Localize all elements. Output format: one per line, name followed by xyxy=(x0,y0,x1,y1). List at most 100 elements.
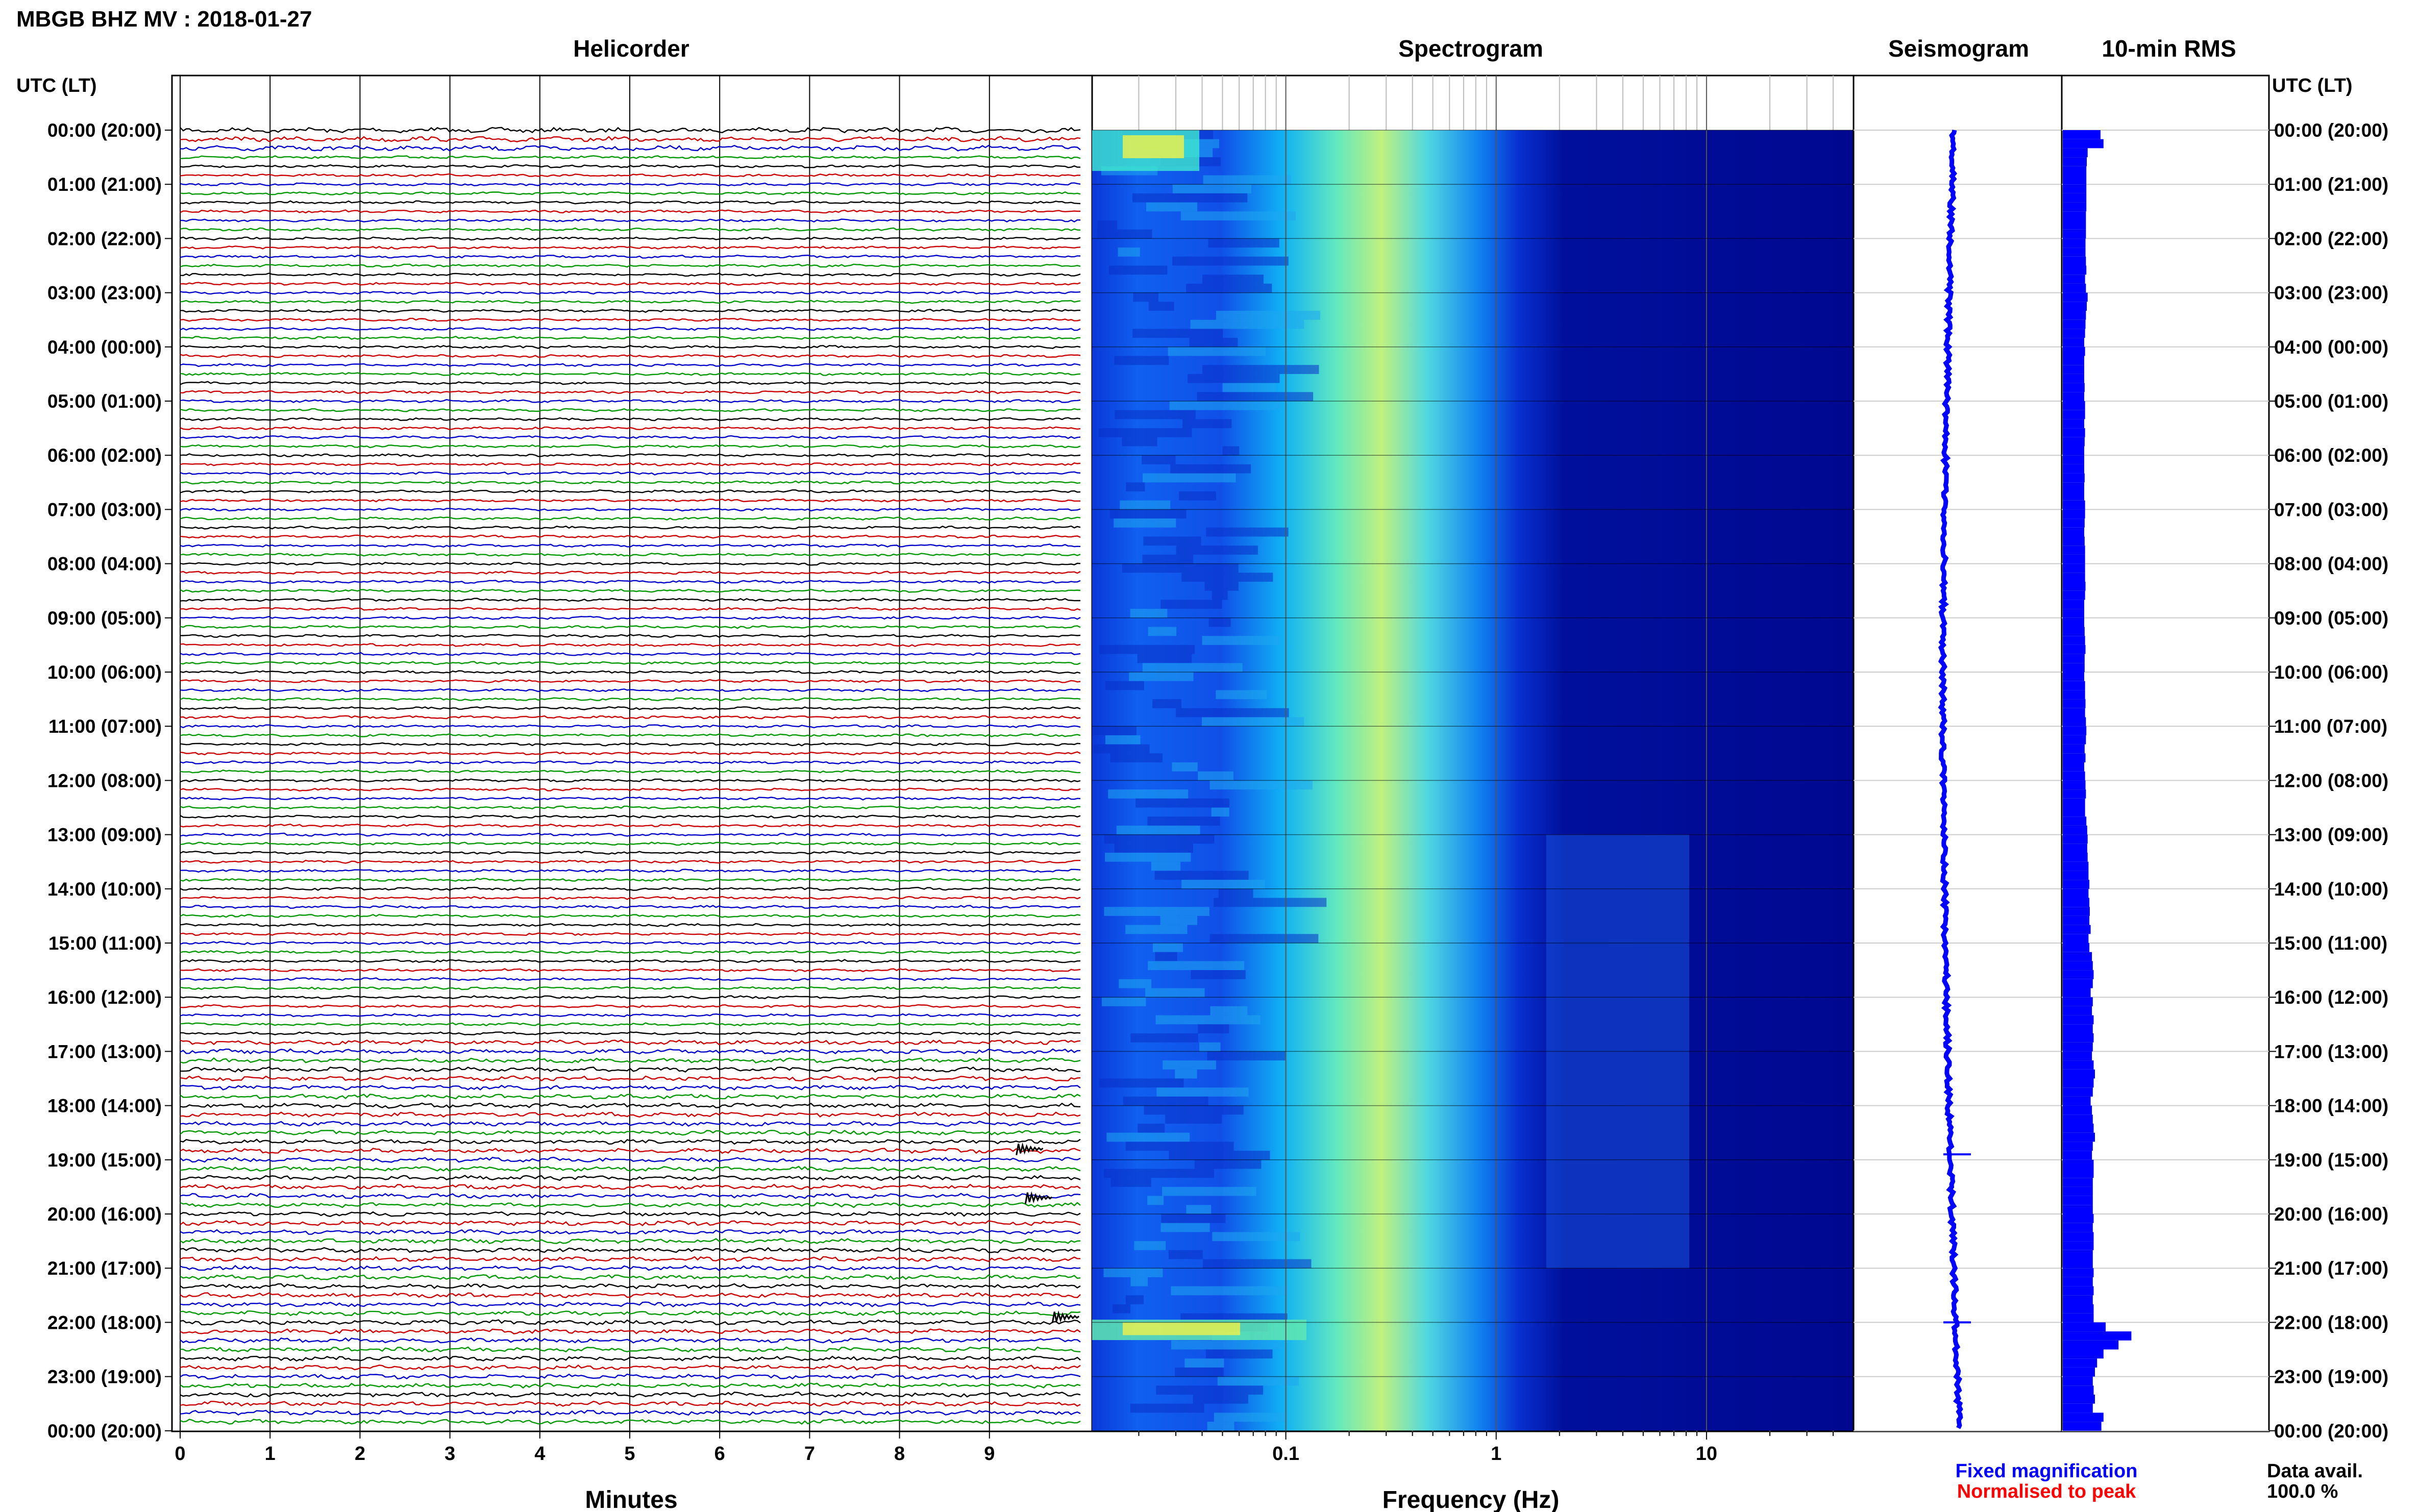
helicorder-trace xyxy=(180,905,1081,909)
spectrogram-stripe xyxy=(1162,1186,1256,1196)
helicorder-trace xyxy=(180,1066,1081,1073)
minutes-tick-label: 7 xyxy=(804,1443,815,1465)
rms-bar xyxy=(2063,979,2093,988)
rms-bar xyxy=(2063,627,2085,636)
helicorder-trace xyxy=(180,417,1081,422)
spectrogram-stripe xyxy=(1110,1178,1151,1187)
time-tick-label-left: 14:00 (10:00) xyxy=(47,879,162,900)
rms-bar xyxy=(2063,690,2085,700)
spectrogram-stripe xyxy=(1199,1042,1221,1052)
time-tick-label-right: 03:00 (23:00) xyxy=(2274,283,2388,304)
spectrogram-stripe xyxy=(1207,1051,1286,1061)
time-tick-label-left: 00:00 (20:00) xyxy=(47,1421,162,1442)
time-tick-label-left: 16:00 (12:00) xyxy=(47,987,162,1008)
spectrogram-stripe xyxy=(1144,1105,1244,1115)
rms-panel xyxy=(2061,75,2270,1432)
helicorder-trace xyxy=(180,598,1080,602)
helicorder-trace xyxy=(180,480,1081,485)
spectrogram-stripe xyxy=(1097,229,1152,239)
helicorder-trace xyxy=(180,1075,1081,1082)
helicorder-trace xyxy=(180,1129,1081,1136)
spectrogram-stripe xyxy=(1206,527,1289,537)
spectrogram-stripe xyxy=(1105,735,1141,745)
time-tick-label-left: 09:00 (05:00) xyxy=(47,608,162,629)
rms-bar xyxy=(2063,1178,2093,1187)
rms-bar xyxy=(2063,437,2085,447)
rms-bar xyxy=(2063,717,2086,727)
spectrogram-stripe xyxy=(1105,681,1144,690)
spectrogram-stripe xyxy=(1125,1295,1144,1304)
rms-bar xyxy=(2063,590,2085,600)
rms-bar xyxy=(2063,762,2084,772)
helicorder-event xyxy=(1051,1310,1080,1324)
spectrogram-stripe xyxy=(1103,1169,1214,1178)
spectrogram-stripe xyxy=(1165,1114,1222,1124)
rms-bar xyxy=(2063,202,2087,212)
spectrogram-stripe xyxy=(1122,563,1239,573)
helicorder-trace xyxy=(180,571,1081,575)
helicorder-trace xyxy=(180,144,1081,152)
helicorder-trace xyxy=(180,1057,1081,1064)
helicorder-trace xyxy=(180,1229,1081,1235)
spectrogram-stripe xyxy=(1103,1268,1163,1277)
helicorder-trace xyxy=(180,643,1081,647)
rms-bar xyxy=(2063,1223,2093,1232)
rms-bar xyxy=(2063,1151,2092,1160)
helicorder-trace xyxy=(180,859,1080,864)
spectrogram-stripe xyxy=(1216,311,1320,320)
helicorder-trace xyxy=(180,489,1081,494)
rms-bar xyxy=(2063,211,2086,220)
spectrogram-stripe xyxy=(1123,1096,1208,1106)
rms-bar xyxy=(2063,166,2087,176)
rms-bar xyxy=(2063,807,2085,817)
rms-bar xyxy=(2063,1024,2093,1033)
rms-bar xyxy=(2063,130,2101,139)
spectrogram-stripe xyxy=(1169,1151,1270,1160)
rms-bar xyxy=(2063,1124,2094,1133)
helicorder-trace xyxy=(180,363,1081,367)
time-tick-label-left: 11:00 (07:00) xyxy=(48,716,162,737)
rms-bar xyxy=(2063,1205,2093,1214)
spectrogram-stripe xyxy=(1109,509,1187,519)
helicorder-trace xyxy=(180,1004,1080,1008)
spectrogram-stripe xyxy=(1184,1358,1224,1368)
spectrogram-stripe xyxy=(1181,880,1265,889)
spectrogram-stripe xyxy=(1114,518,1176,528)
time-tick-label-right: 21:00 (17:00) xyxy=(2274,1258,2388,1279)
helicorder-trace xyxy=(180,453,1081,458)
spectrogram-stripe xyxy=(1203,175,1291,185)
rms-bar xyxy=(2063,1051,2092,1061)
helicorder-trace xyxy=(180,986,1081,990)
helicorder-trace xyxy=(180,995,1081,1000)
rms-bar xyxy=(2063,1186,2093,1196)
spectrogram-stripe xyxy=(1125,1142,1234,1151)
legend-fixed-magnification: Fixed magnification xyxy=(1956,1460,2138,1482)
time-tick-label-right: 16:00 (12:00) xyxy=(2274,987,2388,1008)
helicorder-trace xyxy=(180,1210,1081,1217)
spectrogram-stripe xyxy=(1175,1367,1224,1377)
rms-bar xyxy=(2063,392,2084,401)
time-tick-label-right: 13:00 (09:00) xyxy=(2274,825,2388,846)
helicorder-trace xyxy=(180,272,1081,277)
helicorder-trace xyxy=(180,968,1081,973)
rms-title: 10-min RMS xyxy=(2102,35,2236,62)
spectrogram-stripe xyxy=(1168,1250,1203,1259)
helicorder-trace xyxy=(180,760,1081,765)
rms-bar xyxy=(2063,275,2085,284)
spectrogram-stripe xyxy=(1210,1006,1248,1015)
spectrogram-stripe xyxy=(1093,744,1150,754)
seismogram-frame xyxy=(1853,75,2063,1432)
helicorder-trace xyxy=(180,1202,1081,1208)
helicorder-trace xyxy=(180,805,1081,810)
spectrogram-energy-band xyxy=(1123,135,1184,158)
time-tick-label-left: 08:00 (04:00) xyxy=(47,554,162,575)
spectrogram-stripe xyxy=(1190,319,1304,329)
rms-bar xyxy=(2063,157,2087,166)
rms-bar xyxy=(2063,925,2091,934)
time-tick-label-right: 12:00 (08:00) xyxy=(2274,770,2388,791)
rms-bar xyxy=(2063,428,2085,437)
helicorder-trace xyxy=(180,1346,1081,1353)
spectrogram-stripe xyxy=(1120,500,1171,510)
spectrogram-stripe xyxy=(1202,1259,1312,1269)
helicorder-trace xyxy=(180,344,1081,349)
